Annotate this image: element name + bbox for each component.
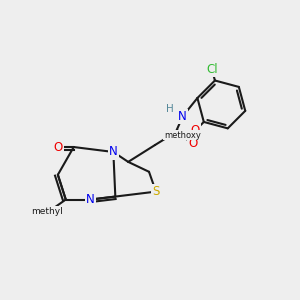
Text: S: S [152,185,160,198]
Text: N: N [86,193,95,206]
Text: O: O [191,124,200,137]
Text: N: N [178,110,187,123]
Text: O: O [188,136,197,150]
Text: methyl: methyl [31,207,63,216]
Text: N: N [109,146,118,158]
Text: methoxy: methoxy [164,130,201,140]
Text: H: H [166,104,174,114]
Text: O: O [53,140,62,154]
Text: Cl: Cl [206,62,218,76]
